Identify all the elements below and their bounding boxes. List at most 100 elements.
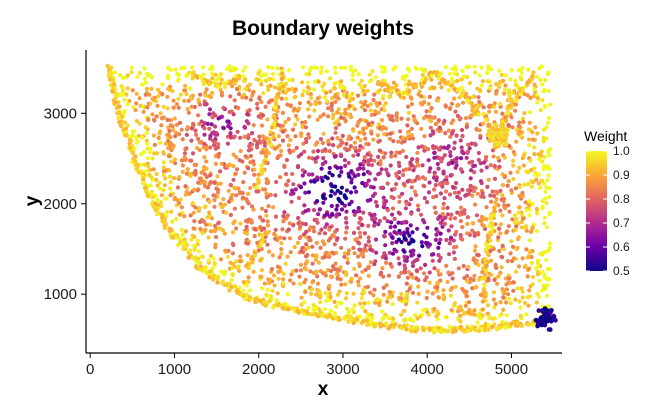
data-point — [120, 86, 125, 91]
data-point — [161, 165, 166, 170]
data-point — [333, 261, 338, 266]
data-point — [161, 151, 166, 156]
data-point — [397, 170, 402, 175]
data-point — [263, 154, 269, 159]
data-point — [397, 194, 402, 199]
data-point — [528, 294, 533, 299]
data-point — [434, 314, 439, 319]
data-point — [183, 146, 188, 152]
data-point — [155, 183, 160, 188]
data-point — [188, 253, 193, 258]
data-point — [483, 117, 489, 123]
data-point — [404, 258, 409, 263]
data-point — [520, 190, 525, 196]
data-point — [507, 93, 512, 98]
data-point — [431, 145, 436, 151]
data-point — [476, 112, 481, 117]
data-point — [170, 89, 175, 94]
data-point — [410, 290, 416, 295]
data-point — [331, 112, 336, 117]
data-point — [303, 247, 308, 252]
data-point — [358, 117, 363, 123]
data-point — [304, 309, 310, 314]
data-point — [527, 238, 532, 243]
data-point — [241, 180, 246, 185]
data-point — [342, 194, 348, 200]
data-point — [368, 108, 373, 113]
data-point — [476, 232, 481, 237]
data-point — [513, 297, 518, 302]
data-point — [404, 167, 409, 172]
data-point — [383, 243, 388, 248]
data-point — [534, 74, 540, 79]
data-point — [275, 291, 280, 296]
data-point — [263, 303, 268, 308]
data-point — [362, 246, 367, 251]
data-point — [267, 137, 272, 142]
data-point — [437, 182, 442, 187]
data-point — [477, 99, 482, 105]
data-point — [438, 272, 443, 277]
data-point — [308, 92, 313, 97]
data-point — [207, 126, 212, 131]
data-point — [454, 163, 459, 168]
data-point — [371, 97, 376, 103]
data-point — [362, 83, 367, 89]
data-point — [228, 126, 233, 131]
data-point — [517, 205, 522, 210]
data-point — [219, 77, 224, 82]
data-point — [482, 290, 487, 295]
data-point — [296, 310, 301, 315]
data-point — [465, 149, 470, 154]
data-point — [207, 222, 212, 227]
data-point — [117, 110, 122, 116]
data-point — [360, 305, 365, 310]
data-point — [279, 76, 284, 82]
data-point — [290, 171, 295, 177]
data-point — [477, 73, 482, 78]
data-point — [174, 235, 179, 240]
data-point — [140, 135, 145, 140]
data-point — [144, 71, 149, 76]
data-point — [201, 72, 206, 77]
data-point — [283, 261, 288, 266]
data-point — [369, 213, 374, 218]
data-point — [419, 67, 424, 72]
data-point — [382, 82, 387, 87]
data-point — [183, 184, 188, 189]
data-point — [219, 90, 224, 95]
data-point — [179, 205, 184, 210]
data-point — [401, 181, 406, 186]
data-point — [437, 258, 442, 263]
data-point — [416, 291, 421, 296]
data-point — [317, 231, 322, 236]
data-point — [442, 221, 448, 226]
data-point — [530, 201, 535, 206]
data-point — [547, 186, 552, 191]
data-point — [347, 94, 353, 99]
data-point — [208, 229, 214, 234]
data-point — [117, 104, 122, 109]
data-point — [230, 230, 236, 235]
data-point — [538, 251, 543, 256]
data-point — [283, 120, 288, 125]
data-point — [529, 254, 534, 260]
data-point — [490, 126, 495, 131]
data-point — [359, 296, 364, 301]
data-point — [343, 282, 348, 287]
data-point — [436, 118, 441, 123]
data-point — [302, 181, 307, 186]
data-point — [183, 158, 188, 163]
data-point — [462, 208, 467, 213]
data-point — [539, 288, 545, 293]
data-point — [308, 102, 313, 107]
data-point — [373, 177, 378, 182]
data-point — [316, 306, 321, 312]
data-point — [311, 307, 316, 312]
data-point — [158, 140, 163, 145]
data-point — [357, 130, 362, 135]
data-point — [454, 180, 459, 186]
data-point — [312, 108, 317, 113]
data-point — [213, 161, 218, 166]
data-point — [302, 203, 307, 208]
